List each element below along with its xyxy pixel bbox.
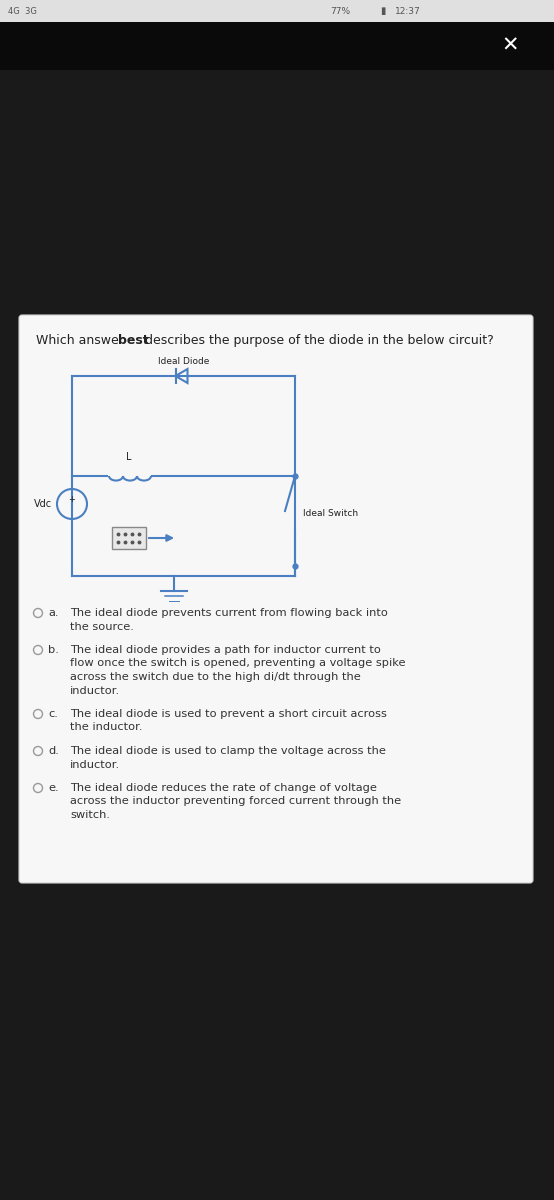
Text: the inductor.: the inductor. xyxy=(70,722,142,732)
Text: a.: a. xyxy=(48,608,59,618)
Text: across the switch due to the high di/dt through the: across the switch due to the high di/dt … xyxy=(70,672,361,682)
Text: the source.: the source. xyxy=(70,622,134,631)
Text: +: + xyxy=(69,494,75,504)
Text: b.: b. xyxy=(48,646,59,655)
Text: The ideal diode is used to clamp the voltage across the: The ideal diode is used to clamp the vol… xyxy=(70,746,386,756)
Text: inductor.: inductor. xyxy=(70,760,120,769)
Text: L: L xyxy=(126,452,132,462)
Text: inductor.: inductor. xyxy=(70,685,120,696)
Text: flow once the switch is opened, preventing a voltage spike: flow once the switch is opened, preventi… xyxy=(70,659,406,668)
Text: Vdc: Vdc xyxy=(34,499,52,509)
Text: Ideal Switch: Ideal Switch xyxy=(303,510,358,518)
Text: c.: c. xyxy=(48,709,58,719)
Text: ✕: ✕ xyxy=(501,36,519,56)
Bar xyxy=(0,0,554,22)
Text: describes the purpose of the diode in the below circuit?: describes the purpose of the diode in th… xyxy=(141,334,494,347)
Text: switch.: switch. xyxy=(70,810,110,820)
Bar xyxy=(112,527,146,550)
FancyBboxPatch shape xyxy=(19,314,533,883)
Text: best: best xyxy=(118,334,148,347)
Text: 12:37: 12:37 xyxy=(395,6,420,16)
Text: ▮: ▮ xyxy=(380,6,386,16)
Text: The ideal diode provides a path for inductor current to: The ideal diode provides a path for indu… xyxy=(70,646,381,655)
Text: e.: e. xyxy=(48,782,59,793)
Text: across the inductor preventing forced current through the: across the inductor preventing forced cu… xyxy=(70,797,401,806)
Text: Which answer: Which answer xyxy=(36,334,128,347)
Text: The ideal diode prevents current from flowing back into: The ideal diode prevents current from fl… xyxy=(70,608,388,618)
Text: 77%: 77% xyxy=(330,6,350,16)
Text: d.: d. xyxy=(48,746,59,756)
Bar xyxy=(0,22,554,70)
Text: The ideal diode reduces the rate of change of voltage: The ideal diode reduces the rate of chan… xyxy=(70,782,377,793)
Text: Ideal Diode: Ideal Diode xyxy=(158,358,209,366)
Text: The ideal diode is used to prevent a short circuit across: The ideal diode is used to prevent a sho… xyxy=(70,709,387,719)
Text: 4G  3G: 4G 3G xyxy=(8,6,37,16)
